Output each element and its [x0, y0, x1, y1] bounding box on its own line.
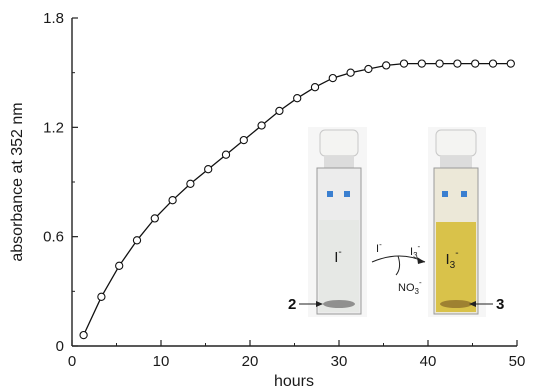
x-tick-label: 10 [153, 353, 170, 370]
compound-3-label: 3 [496, 296, 504, 313]
data-point [328, 73, 337, 83]
y-ticks: 0 0.6 1.2 1.8 [43, 10, 78, 355]
data-point [310, 83, 320, 92]
right-cuvette-blue-mark-1 [442, 191, 448, 197]
data-point [382, 61, 391, 70]
data-point [293, 94, 302, 103]
x-tick-label: 30 [331, 353, 348, 370]
right-cuvette-crystals [440, 300, 472, 308]
arrow-byproduct-label: NO3- [398, 278, 422, 296]
data-point [399, 59, 409, 68]
data-point [364, 64, 373, 74]
left-cuvette-cap [319, 129, 359, 157]
left-cuvette: I- [308, 127, 367, 317]
compound-2-arrowhead [316, 301, 323, 307]
data-point [275, 106, 284, 116]
left-cuvette-crystals [323, 300, 355, 308]
y-tick-label: 1.2 [43, 119, 64, 136]
right-cuvette-label: I3- [445, 248, 458, 271]
y-tick-label: 0 [56, 338, 64, 355]
reaction-arrow-branch [395, 255, 401, 276]
y-tick-label: 0.6 [43, 229, 64, 246]
x-tick-label: 50 [509, 353, 526, 370]
reaction-arrow-head [417, 257, 425, 264]
data-point [132, 236, 142, 245]
compound-3-arrowhead [469, 301, 476, 307]
arrow-reactant-label: I- [376, 240, 382, 255]
right-cuvette-solution [436, 222, 476, 312]
left-cuvette-blue-mark-2 [344, 191, 350, 197]
series-points [79, 59, 515, 340]
x-tick-label: 0 [68, 353, 76, 370]
cuvette-photo-inset: I- I3- I- I3- NO3- 2 [288, 127, 504, 317]
right-cuvette-cap-neck [440, 156, 472, 168]
data-point [488, 59, 498, 68]
data-point [239, 135, 248, 145]
y-axis-title: absorbance at 352 nm [9, 102, 26, 261]
data-point [435, 59, 444, 68]
data-point [79, 330, 88, 340]
left-cuvette-cap-neck [324, 156, 354, 168]
data-point [417, 59, 426, 68]
data-point [186, 179, 195, 188]
x-tick-label: 20 [242, 353, 259, 370]
left-cuvette-blue-mark-1 [327, 191, 333, 197]
reaction-arrow: I- I3- NO3- [371, 240, 426, 296]
y-tick-label: 1.8 [43, 10, 64, 27]
right-cuvette-cap [435, 129, 477, 157]
right-cuvette-blue-mark-2 [461, 191, 467, 197]
data-point [257, 121, 266, 130]
arrow-product-label: I3- [410, 242, 421, 260]
x-ticks: 0 10 20 30 40 50 [68, 340, 526, 370]
compound-label-left: 2 [288, 296, 323, 313]
data-point [97, 292, 106, 301]
right-cuvette: I3- [428, 127, 486, 317]
data-point [168, 196, 177, 205]
x-tick-label: 40 [420, 353, 437, 370]
data-point [221, 150, 231, 159]
data-point [346, 68, 355, 77]
x-axis-title: hours [274, 373, 314, 390]
data-point [204, 165, 213, 174]
data-point [453, 59, 462, 68]
data-point [115, 261, 124, 270]
left-cuvette-solution [319, 220, 359, 312]
compound-label-right: 3 [469, 296, 504, 313]
data-point [471, 59, 480, 68]
compound-2-label: 2 [288, 296, 296, 313]
data-point [506, 59, 515, 68]
data-point [150, 214, 159, 223]
left-cuvette-label: I- [334, 247, 342, 266]
